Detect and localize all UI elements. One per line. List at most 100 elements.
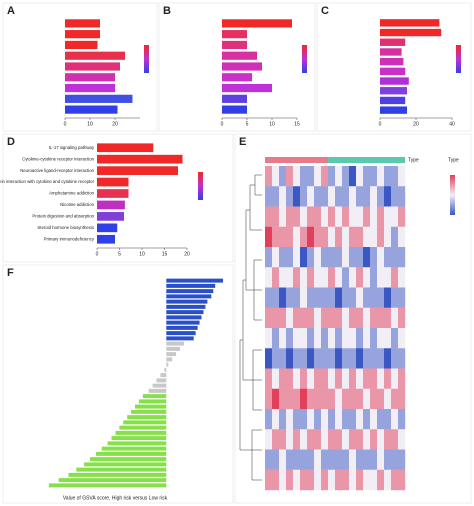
heat-cell	[328, 166, 336, 187]
heat-cell	[363, 307, 371, 329]
heat-cell	[293, 206, 301, 227]
heat-cell	[391, 469, 399, 491]
heat-cell	[363, 226, 371, 248]
heat-cell	[349, 206, 357, 227]
heat-cell	[293, 368, 301, 389]
heat-cell	[384, 328, 392, 349]
heat-cell	[398, 166, 406, 187]
bar	[166, 331, 196, 336]
heat-cell	[293, 307, 301, 329]
bar	[138, 399, 167, 404]
heat-cell	[335, 348, 343, 369]
heat-cell	[314, 388, 322, 410]
heat-cell	[391, 328, 399, 349]
bar	[84, 462, 167, 467]
heat-cell	[342, 368, 350, 389]
heat-cell	[342, 469, 350, 491]
bar	[380, 87, 407, 95]
heat-cell	[286, 409, 294, 430]
heat-cell	[307, 388, 315, 410]
panel-letter: E	[239, 136, 246, 148]
heat-cell	[363, 449, 371, 470]
heat-cell	[314, 449, 322, 470]
heat-cell	[377, 186, 385, 207]
bar	[65, 30, 100, 39]
heat-cell	[272, 429, 280, 450]
heat-cell	[342, 186, 350, 207]
heat-cell	[286, 449, 294, 470]
heat-cell	[377, 368, 385, 389]
heat-cell	[370, 409, 378, 430]
category-label: IL-17 signaling pathway	[49, 145, 95, 150]
bar	[222, 30, 247, 39]
heat-cell	[356, 409, 364, 430]
heat-cell	[286, 388, 294, 410]
heat-cell	[272, 409, 280, 430]
heat-cell	[391, 206, 399, 227]
heat-cell	[377, 388, 385, 410]
heat-cell	[356, 287, 364, 308]
heat-cell	[265, 328, 273, 349]
heat-cell	[279, 328, 287, 349]
x-tick-label: 0	[221, 121, 224, 127]
x-tick-label: 15	[162, 251, 168, 257]
heat-cell	[342, 429, 350, 450]
heat-cell	[363, 166, 371, 187]
bar	[68, 472, 167, 477]
bar	[142, 394, 167, 399]
heat-cell	[293, 449, 301, 470]
heat-cell	[286, 247, 294, 268]
dendrogram	[239, 174, 262, 481]
heat-cell	[363, 247, 371, 268]
heat-cell	[328, 287, 336, 308]
bar	[166, 294, 212, 299]
heat-cell	[356, 186, 364, 207]
heat-cell	[391, 287, 399, 308]
heat-cell	[265, 469, 273, 491]
heat-cell	[265, 409, 273, 430]
heat-cell	[286, 287, 294, 308]
heat-cell	[279, 388, 287, 410]
heat-cell	[363, 429, 371, 450]
heat-cell	[363, 388, 371, 410]
bar	[97, 212, 124, 221]
heat-cell	[349, 307, 357, 329]
panel-letter: B	[163, 5, 171, 17]
heat-cell	[300, 368, 308, 389]
heat-cell	[279, 368, 287, 389]
heat-cell	[370, 388, 378, 410]
bar	[131, 409, 167, 414]
heat-cell	[377, 226, 385, 248]
heat-cell	[370, 186, 378, 207]
group-annotation	[328, 157, 405, 163]
heat-cell	[293, 186, 301, 207]
bar	[95, 451, 167, 456]
heat-cell	[286, 429, 294, 450]
heat-cell	[300, 388, 308, 410]
heat-cell	[300, 287, 308, 308]
heat-cell	[307, 267, 315, 288]
bar	[65, 73, 115, 82]
bar	[222, 19, 292, 28]
heat-cell	[363, 409, 371, 430]
category-label: Viral protein interaction with cytokine …	[0, 179, 95, 184]
x-tick-label: 20	[112, 121, 118, 127]
heat-cell	[342, 267, 350, 288]
heat-cell	[328, 328, 336, 349]
heat-cell	[314, 267, 322, 288]
heat-cell	[363, 368, 371, 389]
heat-cell	[391, 247, 399, 268]
category-label: Cytokine-cytokine receptor interaction	[22, 156, 94, 161]
heat-cell	[356, 267, 364, 288]
bar	[65, 40, 98, 50]
heat-cell	[398, 388, 406, 410]
bar	[380, 38, 406, 46]
heat-cell	[363, 287, 371, 308]
heat-cell	[391, 348, 399, 369]
heat-cell	[314, 469, 322, 491]
heat-cell	[328, 348, 336, 369]
bar	[166, 315, 202, 320]
bar	[166, 304, 206, 309]
heat-cell	[321, 449, 329, 470]
